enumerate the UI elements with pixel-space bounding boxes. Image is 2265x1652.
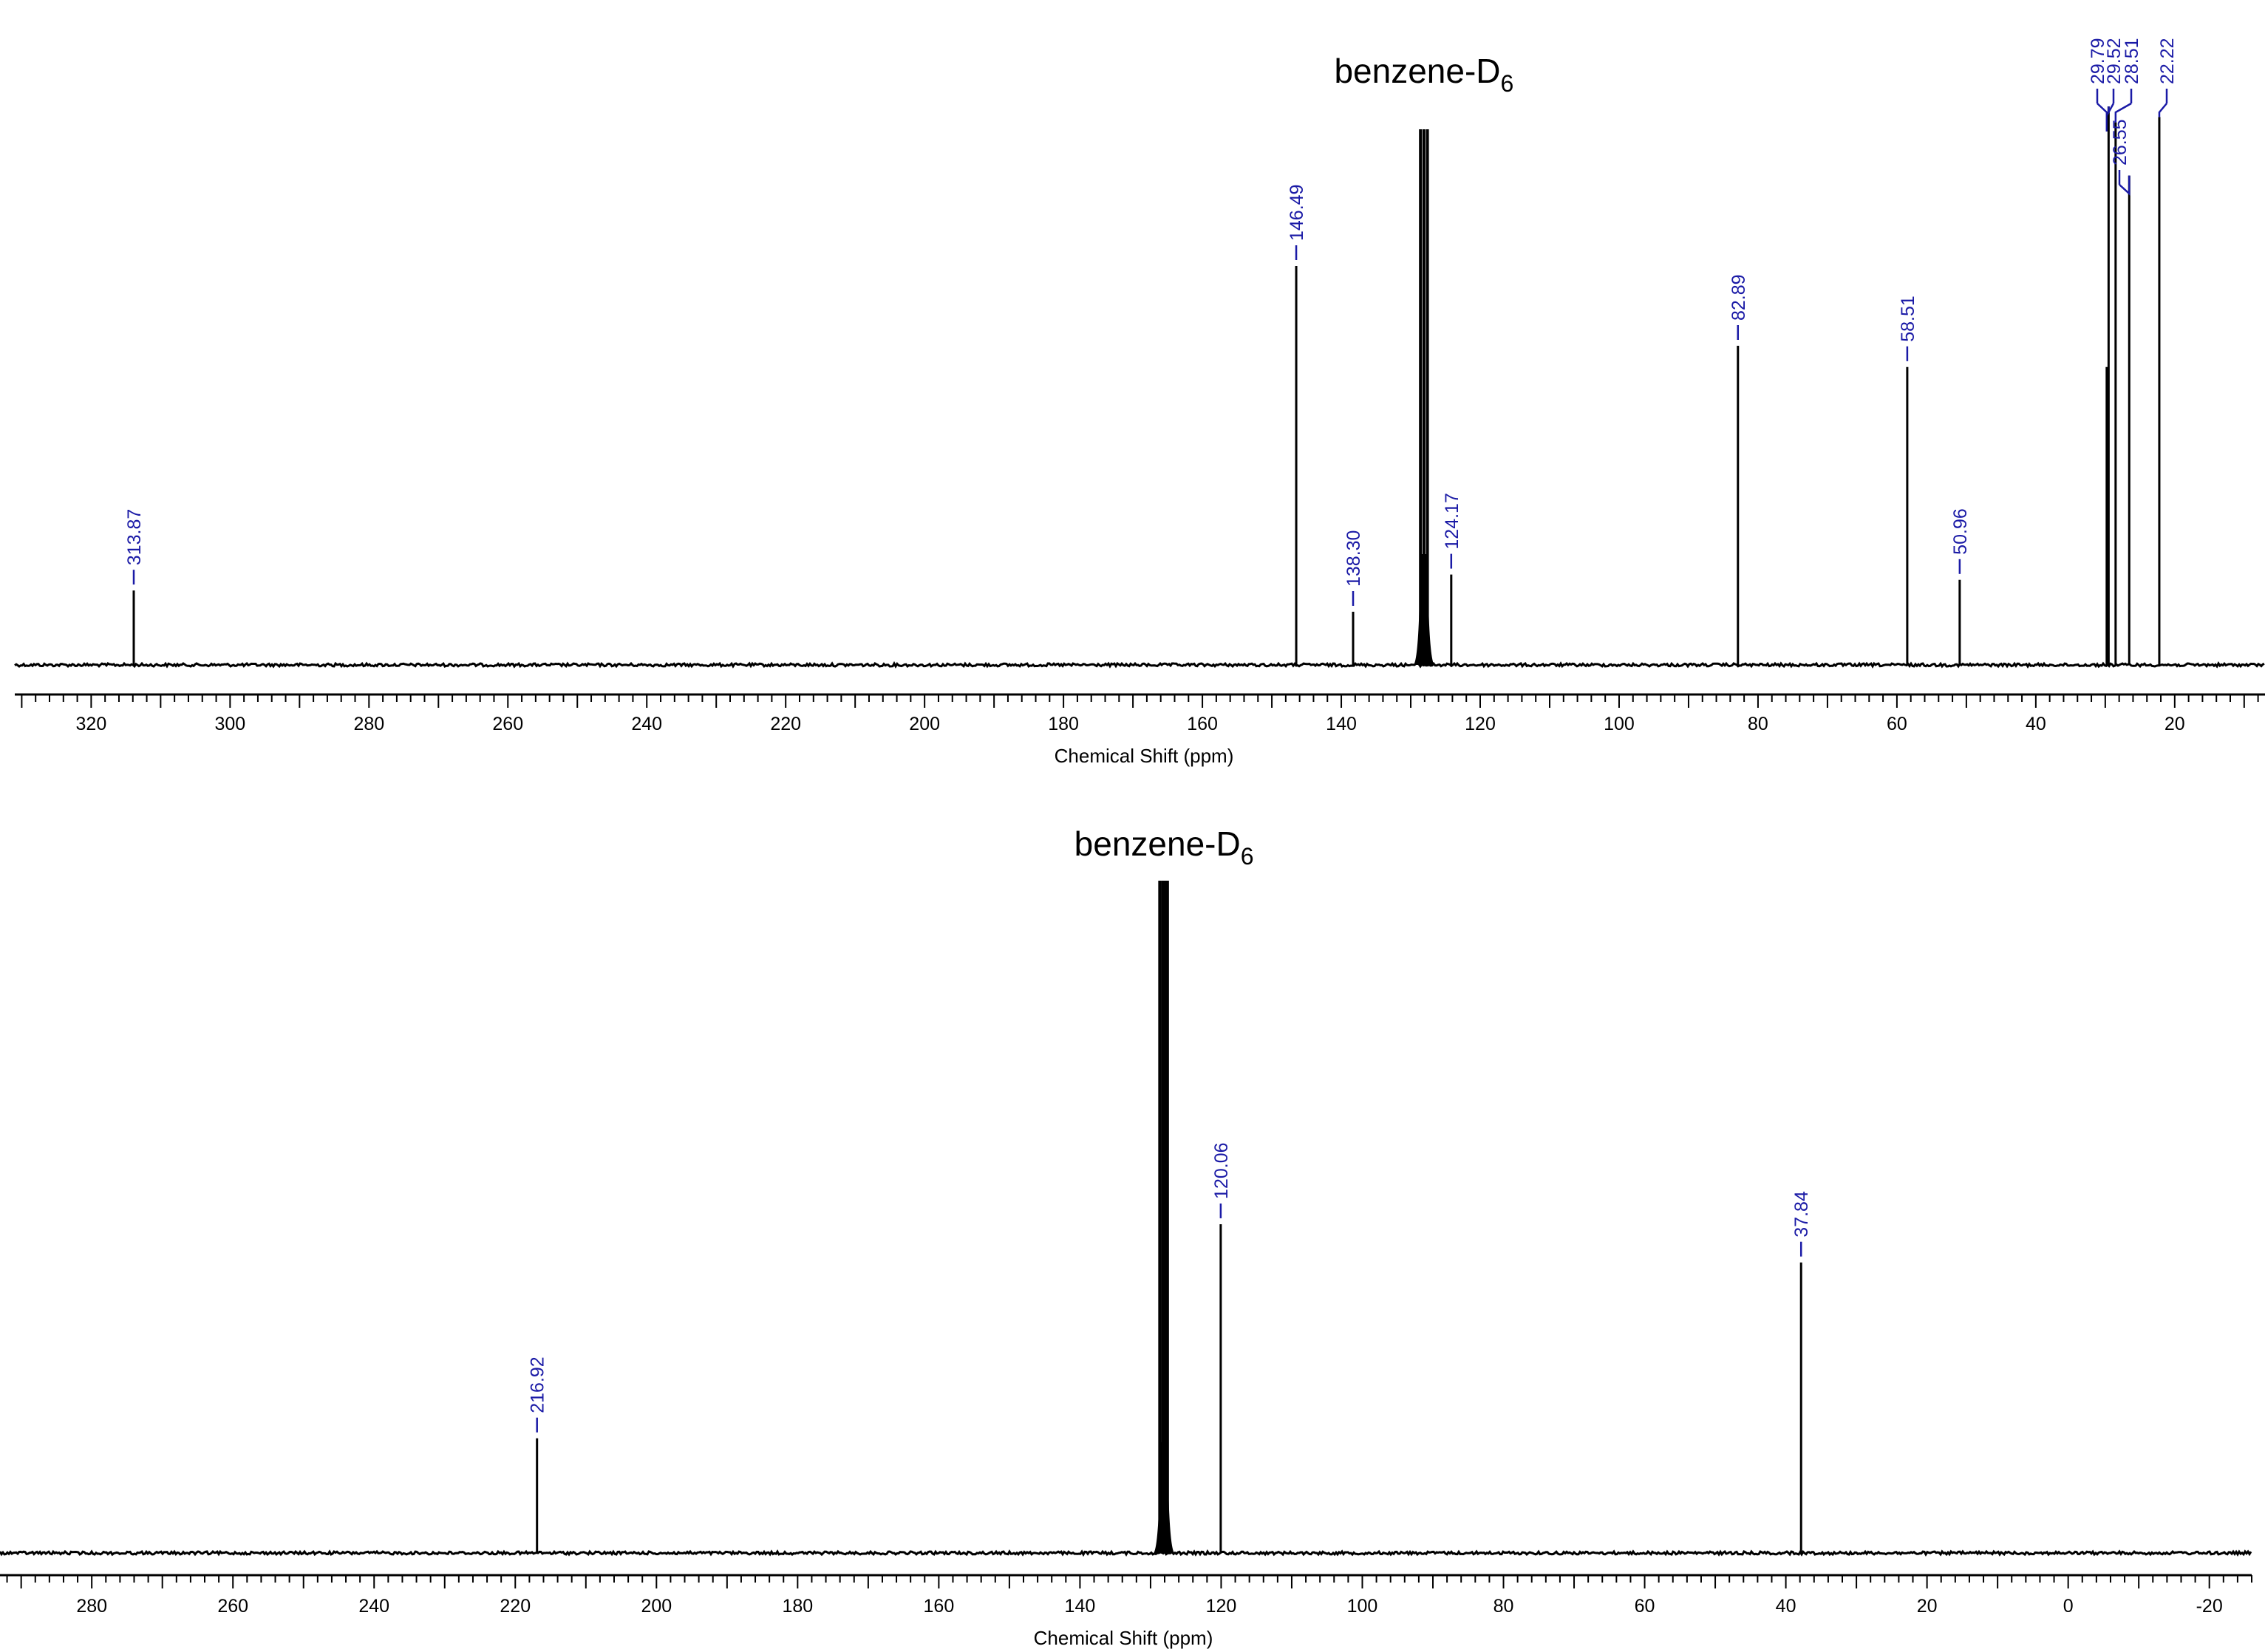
x-tick-label: 200 <box>641 1596 672 1617</box>
x-tick-label: 140 <box>1326 714 1357 734</box>
peak-label-28.51: 28.51 <box>2122 38 2142 84</box>
peak-label-22.22: 22.22 <box>2157 38 2178 84</box>
x-tick-label: 120 <box>1206 1596 1237 1617</box>
peak-connector <box>2097 103 2108 132</box>
solvent-annotation: benzene-D6 <box>1334 52 1513 97</box>
x-tick-label: 20 <box>2164 714 2185 734</box>
x-tick-label: 40 <box>2026 714 2046 734</box>
x-axis-title: Chemical Shift (ppm) <box>1055 745 1234 767</box>
peak-connector <box>2119 175 2131 196</box>
x-tick-label: 100 <box>1347 1596 1378 1617</box>
x-tick-label: 180 <box>1048 714 1079 734</box>
x-tick-label: 100 <box>1604 714 1635 734</box>
spectrum-panel-2: benzene-D6 216.92 120.06 37.84 280 260 240 220 2… <box>0 825 2252 1649</box>
peak-label-120.06: 120.06 <box>1211 1142 1232 1198</box>
x-tick-label: 220 <box>500 1596 531 1617</box>
x-tick-label: 220 <box>770 714 801 734</box>
peak-label-29.79: 29.79 <box>2088 38 2108 84</box>
peak-connector <box>2108 103 2115 116</box>
peak-label-313.87: 313.87 <box>124 509 145 565</box>
peak-label-138.30: 138.30 <box>1343 530 1364 587</box>
x-tick-label: -20 <box>2196 1596 2223 1617</box>
peak-label-50.96: 50.96 <box>1950 508 1971 555</box>
x-tick-label: 40 <box>1776 1596 1796 1617</box>
peak-connector <box>2114 102 2132 123</box>
x-tick-label: 160 <box>1187 714 1218 734</box>
x-tick-label: 240 <box>358 1596 389 1617</box>
peak-label-29.52: 29.52 <box>2104 38 2125 84</box>
x-tick-label: 20 <box>1917 1596 1938 1617</box>
spectrum-baseline <box>14 661 2265 669</box>
x-tick-label: 240 <box>631 714 662 734</box>
x-axis-title: Chemical Shift (ppm) <box>1034 1627 1213 1649</box>
x-tick-label: 80 <box>1493 1596 1514 1617</box>
peak-label-82.89: 82.89 <box>1728 274 1749 321</box>
peak-label-146.49: 146.49 <box>1287 185 1307 241</box>
x-tick-label: 60 <box>1635 1596 1655 1617</box>
peak-connector <box>2158 103 2167 117</box>
x-tick-label: 0 <box>2063 1596 2074 1617</box>
x-tick-label: 280 <box>353 714 384 734</box>
x-tick-label: 320 <box>76 714 107 734</box>
x-tick-label: 160 <box>924 1596 955 1617</box>
x-tick-label: 140 <box>1065 1596 1096 1617</box>
solvent-peak-foot <box>1154 1442 1175 1553</box>
x-tick-label: 300 <box>214 714 245 734</box>
solvent-peak-foot <box>1413 554 1434 665</box>
peak-label-37.84: 37.84 <box>1791 1191 1812 1238</box>
peak-label-124.17: 124.17 <box>1442 493 1462 549</box>
x-tick-label: 280 <box>76 1596 107 1617</box>
x-tick-label: 120 <box>1465 714 1496 734</box>
x-tick-label: 80 <box>1748 714 1768 734</box>
x-tick-label: 200 <box>909 714 940 734</box>
solvent-annotation: benzene-D6 <box>1074 825 1254 870</box>
peak-label-26.55: 26.55 <box>2110 119 2131 165</box>
peak-label-216.92: 216.92 <box>528 1356 548 1413</box>
x-tick-label: 260 <box>492 714 523 734</box>
spectrum-baseline <box>0 1549 2252 1557</box>
peak-label-58.51: 58.51 <box>1898 296 1918 342</box>
x-tick-label: 60 <box>1887 714 1907 734</box>
x-tick-label: 260 <box>217 1596 248 1617</box>
spectrum-panel-1: benzene-D6 313.87 146.49 138.30 124.17 82.89 5… <box>14 38 2265 767</box>
x-tick-label: 180 <box>782 1596 813 1617</box>
